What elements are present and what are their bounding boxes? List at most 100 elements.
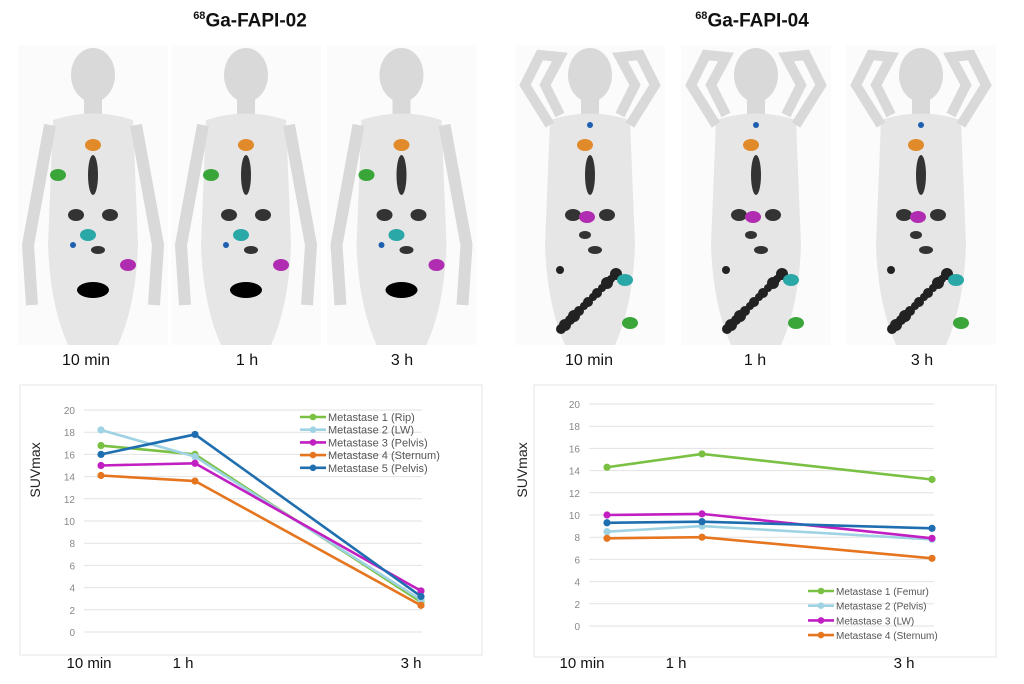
y-tick-label: 6 xyxy=(69,561,75,572)
legend-swatch-marker xyxy=(817,602,825,609)
x-tick-label: 3 h xyxy=(894,655,915,672)
lesion-marker xyxy=(745,211,761,223)
data-point xyxy=(97,461,105,470)
metastasis-spot xyxy=(580,302,588,310)
metastasis-spot xyxy=(887,266,895,274)
left-arm xyxy=(330,123,365,306)
legend-swatch-marker xyxy=(309,439,317,446)
lesion-marker xyxy=(428,259,445,271)
x-tick-label: 1 h xyxy=(666,655,687,672)
y-tick-label: 16 xyxy=(569,444,581,455)
lesion-marker xyxy=(788,317,804,329)
y-tick-label: 20 xyxy=(569,400,581,411)
head xyxy=(379,48,424,102)
data-point xyxy=(603,519,611,527)
image-label: 1 h xyxy=(743,352,767,369)
y-tick-label: 6 xyxy=(574,555,580,566)
uptake-spot xyxy=(588,246,602,254)
legend-entry: Metastase 3 (Pelvis) xyxy=(328,437,428,449)
metastasis-spot xyxy=(731,315,741,325)
data-point xyxy=(928,534,936,542)
y-tick-label: 18 xyxy=(64,428,76,439)
lesion-marker xyxy=(50,169,66,181)
y-tick-label: 12 xyxy=(64,495,76,506)
neck xyxy=(392,97,411,117)
metastasis-spot xyxy=(556,324,566,334)
image-label: 3 h xyxy=(910,352,934,369)
pet-image-fapi02-10min xyxy=(18,45,168,345)
legend-swatch-marker xyxy=(309,426,317,434)
y-tick-label: 2 xyxy=(574,600,580,611)
chart-2: 0 2 4 6 8 10 12 14 16 18 20 10 min 1 h 3 h SUVmax Metas… xyxy=(514,384,997,672)
lesion-marker xyxy=(120,259,136,271)
uptake-spot xyxy=(765,209,781,221)
data-point xyxy=(928,524,936,532)
lesion-marker xyxy=(587,122,593,128)
y-tick-label: 10 xyxy=(64,517,76,528)
x-tick-label: 10 min xyxy=(559,655,604,672)
right-arm xyxy=(778,49,827,128)
torso xyxy=(876,113,966,345)
data-point xyxy=(191,430,199,439)
data-point xyxy=(698,510,706,518)
neck xyxy=(84,97,102,117)
uptake-spot xyxy=(88,155,98,195)
right-arm xyxy=(943,49,992,128)
data-point xyxy=(603,463,611,471)
metastasis-spot xyxy=(601,277,613,289)
data-point xyxy=(698,450,706,458)
left-arm xyxy=(685,49,734,128)
left-arm xyxy=(850,49,899,128)
legend-entry: Metastase 4 (Sternum) xyxy=(328,450,440,462)
torso xyxy=(356,113,447,345)
y-tick-label: 14 xyxy=(569,467,581,478)
neck xyxy=(747,97,765,117)
metastasis-spot xyxy=(755,293,763,301)
uptake-spot xyxy=(241,155,251,195)
left-arm xyxy=(519,49,568,128)
lesion-marker xyxy=(579,211,595,223)
uptake-spot xyxy=(376,209,393,221)
torso xyxy=(48,113,138,345)
head xyxy=(568,48,612,102)
lesion-marker xyxy=(617,274,633,286)
pet-image-fapi02-3h xyxy=(326,45,477,345)
lesion-marker xyxy=(378,242,385,248)
data-point xyxy=(603,534,611,542)
y-tick-label: 0 xyxy=(69,628,75,639)
data-point xyxy=(97,441,105,450)
data-point xyxy=(698,518,706,526)
right-arm xyxy=(130,123,165,306)
y-tick-label: 4 xyxy=(69,584,75,595)
metastasis-spot xyxy=(932,277,944,289)
lesion-marker xyxy=(393,139,410,151)
neck xyxy=(581,97,599,117)
data-point xyxy=(698,533,706,541)
uptake-spot xyxy=(930,209,946,221)
bladder-uptake xyxy=(230,282,262,298)
lesion-marker xyxy=(273,259,289,271)
data-point xyxy=(191,459,199,467)
lesion-marker xyxy=(577,139,593,151)
lesion-marker xyxy=(948,274,964,286)
tracer-name: Ga-FAPI-04 xyxy=(707,10,809,32)
tracer-name: Ga-FAPI-02 xyxy=(205,10,307,32)
y-tick-label: 18 xyxy=(569,422,581,433)
left-arm xyxy=(21,123,56,306)
right-arm xyxy=(283,123,318,306)
legend-swatch-marker xyxy=(309,451,317,459)
y-tick-label: 2 xyxy=(69,606,75,617)
metastasis-spot xyxy=(722,324,732,334)
data-point xyxy=(928,554,936,562)
lesion-marker xyxy=(223,242,229,248)
x-tick-label: 1 h xyxy=(173,655,194,672)
image-label: 10 min xyxy=(61,352,111,369)
legend-entry: Metastase 1 (Rip) xyxy=(328,412,415,424)
metastasis-spot xyxy=(920,293,928,301)
y-tick-label: 14 xyxy=(64,473,76,484)
right-arm xyxy=(438,123,473,306)
uptake-spot xyxy=(396,155,407,195)
isotope-mass-number: 68 xyxy=(193,10,206,22)
y-tick-label: 20 xyxy=(64,406,76,417)
